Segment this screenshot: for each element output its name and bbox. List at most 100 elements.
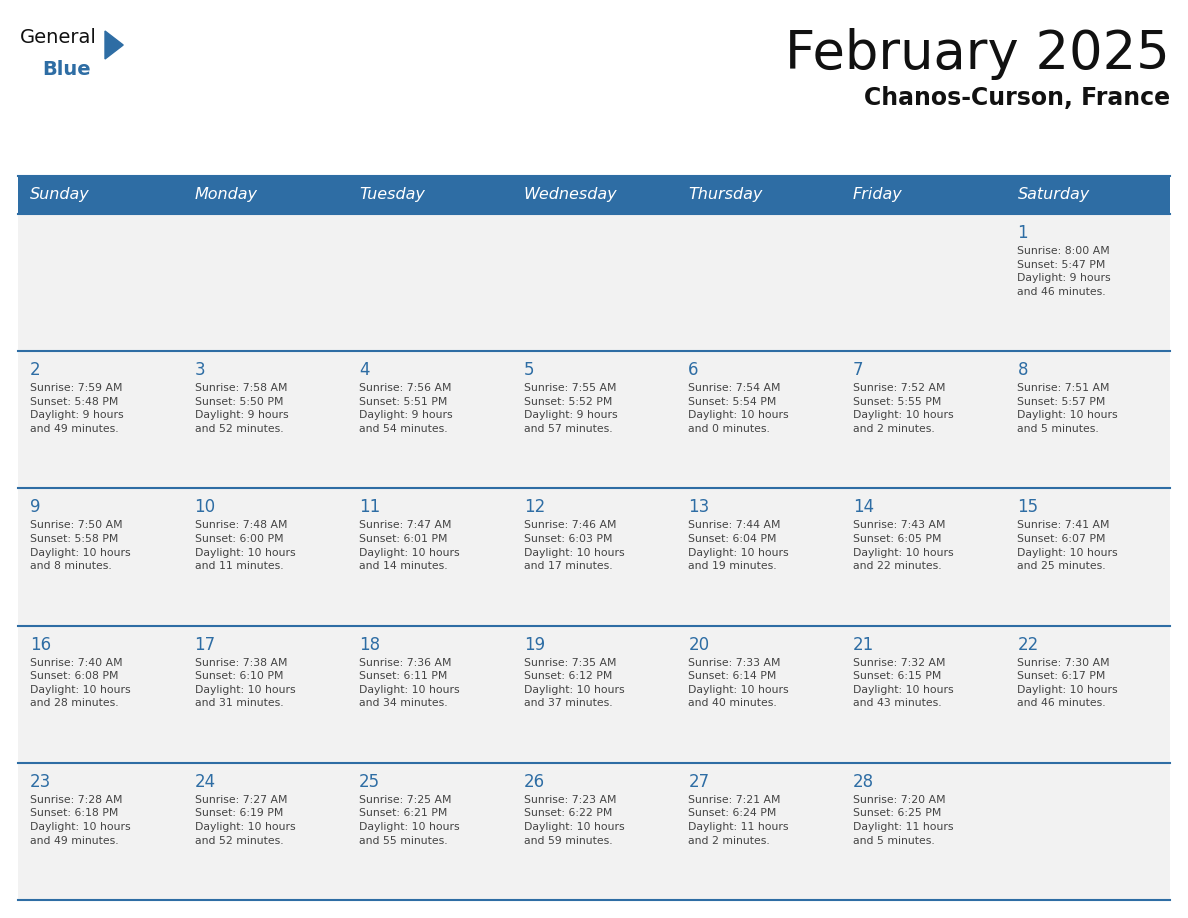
Bar xyxy=(676,214,841,352)
Text: 19: 19 xyxy=(524,635,545,654)
Text: Thursday: Thursday xyxy=(688,187,763,203)
Text: 18: 18 xyxy=(359,635,380,654)
Text: Sunrise: 7:50 AM
Sunset: 5:58 PM
Daylight: 10 hours
and 8 minutes.: Sunrise: 7:50 AM Sunset: 5:58 PM Dayligh… xyxy=(30,521,131,571)
Text: 12: 12 xyxy=(524,498,545,517)
Bar xyxy=(183,214,347,352)
Bar xyxy=(512,763,676,900)
Polygon shape xyxy=(105,31,124,59)
Text: 8: 8 xyxy=(1017,361,1028,379)
Text: Sunrise: 7:30 AM
Sunset: 6:17 PM
Daylight: 10 hours
and 46 minutes.: Sunrise: 7:30 AM Sunset: 6:17 PM Dayligh… xyxy=(1017,657,1118,709)
Bar xyxy=(676,488,841,625)
Bar xyxy=(512,625,676,763)
Text: Sunrise: 7:58 AM
Sunset: 5:50 PM
Daylight: 9 hours
and 52 minutes.: Sunrise: 7:58 AM Sunset: 5:50 PM Dayligh… xyxy=(195,383,289,434)
Text: 10: 10 xyxy=(195,498,216,517)
Text: 7: 7 xyxy=(853,361,864,379)
Text: 20: 20 xyxy=(688,635,709,654)
Bar xyxy=(841,625,1005,763)
Bar xyxy=(183,352,347,488)
Text: General: General xyxy=(20,28,97,47)
Bar xyxy=(841,214,1005,352)
Text: 4: 4 xyxy=(359,361,369,379)
Text: Sunrise: 7:55 AM
Sunset: 5:52 PM
Daylight: 9 hours
and 57 minutes.: Sunrise: 7:55 AM Sunset: 5:52 PM Dayligh… xyxy=(524,383,618,434)
Bar xyxy=(512,352,676,488)
Text: 5: 5 xyxy=(524,361,535,379)
Text: 1: 1 xyxy=(1017,224,1028,242)
Bar xyxy=(18,176,1170,214)
Text: 24: 24 xyxy=(195,773,216,790)
Text: Sunrise: 7:20 AM
Sunset: 6:25 PM
Daylight: 11 hours
and 5 minutes.: Sunrise: 7:20 AM Sunset: 6:25 PM Dayligh… xyxy=(853,795,953,845)
Text: Sunrise: 7:33 AM
Sunset: 6:14 PM
Daylight: 10 hours
and 40 minutes.: Sunrise: 7:33 AM Sunset: 6:14 PM Dayligh… xyxy=(688,657,789,709)
Bar xyxy=(347,763,512,900)
Text: Sunrise: 7:35 AM
Sunset: 6:12 PM
Daylight: 10 hours
and 37 minutes.: Sunrise: 7:35 AM Sunset: 6:12 PM Dayligh… xyxy=(524,657,625,709)
Text: Saturday: Saturday xyxy=(1017,187,1089,203)
Bar xyxy=(183,625,347,763)
Text: Chanos-Curson, France: Chanos-Curson, France xyxy=(864,86,1170,110)
Text: 15: 15 xyxy=(1017,498,1038,517)
Bar xyxy=(676,352,841,488)
Text: 14: 14 xyxy=(853,498,874,517)
Bar xyxy=(1005,214,1170,352)
Text: Sunrise: 7:28 AM
Sunset: 6:18 PM
Daylight: 10 hours
and 49 minutes.: Sunrise: 7:28 AM Sunset: 6:18 PM Dayligh… xyxy=(30,795,131,845)
Text: 27: 27 xyxy=(688,773,709,790)
Text: Sunrise: 7:40 AM
Sunset: 6:08 PM
Daylight: 10 hours
and 28 minutes.: Sunrise: 7:40 AM Sunset: 6:08 PM Dayligh… xyxy=(30,657,131,709)
Text: Sunrise: 7:52 AM
Sunset: 5:55 PM
Daylight: 10 hours
and 2 minutes.: Sunrise: 7:52 AM Sunset: 5:55 PM Dayligh… xyxy=(853,383,954,434)
Bar xyxy=(1005,488,1170,625)
Text: Tuesday: Tuesday xyxy=(359,187,425,203)
Text: 9: 9 xyxy=(30,498,40,517)
Text: February 2025: February 2025 xyxy=(785,28,1170,80)
Text: Sunrise: 7:41 AM
Sunset: 6:07 PM
Daylight: 10 hours
and 25 minutes.: Sunrise: 7:41 AM Sunset: 6:07 PM Dayligh… xyxy=(1017,521,1118,571)
Text: Sunrise: 7:21 AM
Sunset: 6:24 PM
Daylight: 11 hours
and 2 minutes.: Sunrise: 7:21 AM Sunset: 6:24 PM Dayligh… xyxy=(688,795,789,845)
Text: Sunrise: 7:59 AM
Sunset: 5:48 PM
Daylight: 9 hours
and 49 minutes.: Sunrise: 7:59 AM Sunset: 5:48 PM Dayligh… xyxy=(30,383,124,434)
Text: 16: 16 xyxy=(30,635,51,654)
Bar xyxy=(1005,763,1170,900)
Text: Sunrise: 7:25 AM
Sunset: 6:21 PM
Daylight: 10 hours
and 55 minutes.: Sunrise: 7:25 AM Sunset: 6:21 PM Dayligh… xyxy=(359,795,460,845)
Bar xyxy=(347,214,512,352)
Text: 6: 6 xyxy=(688,361,699,379)
Text: 21: 21 xyxy=(853,635,874,654)
Text: Sunrise: 7:46 AM
Sunset: 6:03 PM
Daylight: 10 hours
and 17 minutes.: Sunrise: 7:46 AM Sunset: 6:03 PM Dayligh… xyxy=(524,521,625,571)
Bar xyxy=(183,763,347,900)
Text: Blue: Blue xyxy=(42,60,90,79)
Text: Sunrise: 7:48 AM
Sunset: 6:00 PM
Daylight: 10 hours
and 11 minutes.: Sunrise: 7:48 AM Sunset: 6:00 PM Dayligh… xyxy=(195,521,295,571)
Text: 26: 26 xyxy=(524,773,545,790)
Bar xyxy=(512,488,676,625)
Text: Sunrise: 7:51 AM
Sunset: 5:57 PM
Daylight: 10 hours
and 5 minutes.: Sunrise: 7:51 AM Sunset: 5:57 PM Dayligh… xyxy=(1017,383,1118,434)
Text: 17: 17 xyxy=(195,635,216,654)
Text: Sunrise: 7:23 AM
Sunset: 6:22 PM
Daylight: 10 hours
and 59 minutes.: Sunrise: 7:23 AM Sunset: 6:22 PM Dayligh… xyxy=(524,795,625,845)
Text: Sunrise: 7:44 AM
Sunset: 6:04 PM
Daylight: 10 hours
and 19 minutes.: Sunrise: 7:44 AM Sunset: 6:04 PM Dayligh… xyxy=(688,521,789,571)
Text: Sunrise: 7:36 AM
Sunset: 6:11 PM
Daylight: 10 hours
and 34 minutes.: Sunrise: 7:36 AM Sunset: 6:11 PM Dayligh… xyxy=(359,657,460,709)
Text: Sunrise: 7:43 AM
Sunset: 6:05 PM
Daylight: 10 hours
and 22 minutes.: Sunrise: 7:43 AM Sunset: 6:05 PM Dayligh… xyxy=(853,521,954,571)
Text: 13: 13 xyxy=(688,498,709,517)
Bar xyxy=(183,488,347,625)
Bar xyxy=(18,214,183,352)
Bar xyxy=(347,625,512,763)
Text: 3: 3 xyxy=(195,361,206,379)
Text: Sunrise: 7:27 AM
Sunset: 6:19 PM
Daylight: 10 hours
and 52 minutes.: Sunrise: 7:27 AM Sunset: 6:19 PM Dayligh… xyxy=(195,795,295,845)
Text: 28: 28 xyxy=(853,773,874,790)
Text: 25: 25 xyxy=(359,773,380,790)
Text: Sunrise: 8:00 AM
Sunset: 5:47 PM
Daylight: 9 hours
and 46 minutes.: Sunrise: 8:00 AM Sunset: 5:47 PM Dayligh… xyxy=(1017,246,1111,297)
Bar xyxy=(1005,625,1170,763)
Text: 11: 11 xyxy=(359,498,380,517)
Bar xyxy=(512,214,676,352)
Text: 22: 22 xyxy=(1017,635,1038,654)
Text: Sunday: Sunday xyxy=(30,187,90,203)
Text: 23: 23 xyxy=(30,773,51,790)
Text: Friday: Friday xyxy=(853,187,903,203)
Text: 2: 2 xyxy=(30,361,40,379)
Text: Monday: Monday xyxy=(195,187,258,203)
Text: Sunrise: 7:54 AM
Sunset: 5:54 PM
Daylight: 10 hours
and 0 minutes.: Sunrise: 7:54 AM Sunset: 5:54 PM Dayligh… xyxy=(688,383,789,434)
Text: Wednesday: Wednesday xyxy=(524,187,618,203)
Bar xyxy=(347,352,512,488)
Bar xyxy=(1005,352,1170,488)
Bar xyxy=(841,352,1005,488)
Bar xyxy=(347,488,512,625)
Bar xyxy=(18,763,183,900)
Text: Sunrise: 7:32 AM
Sunset: 6:15 PM
Daylight: 10 hours
and 43 minutes.: Sunrise: 7:32 AM Sunset: 6:15 PM Dayligh… xyxy=(853,657,954,709)
Bar xyxy=(18,488,183,625)
Bar xyxy=(841,488,1005,625)
Text: Sunrise: 7:47 AM
Sunset: 6:01 PM
Daylight: 10 hours
and 14 minutes.: Sunrise: 7:47 AM Sunset: 6:01 PM Dayligh… xyxy=(359,521,460,571)
Bar xyxy=(18,625,183,763)
Text: Sunrise: 7:56 AM
Sunset: 5:51 PM
Daylight: 9 hours
and 54 minutes.: Sunrise: 7:56 AM Sunset: 5:51 PM Dayligh… xyxy=(359,383,453,434)
Bar xyxy=(676,763,841,900)
